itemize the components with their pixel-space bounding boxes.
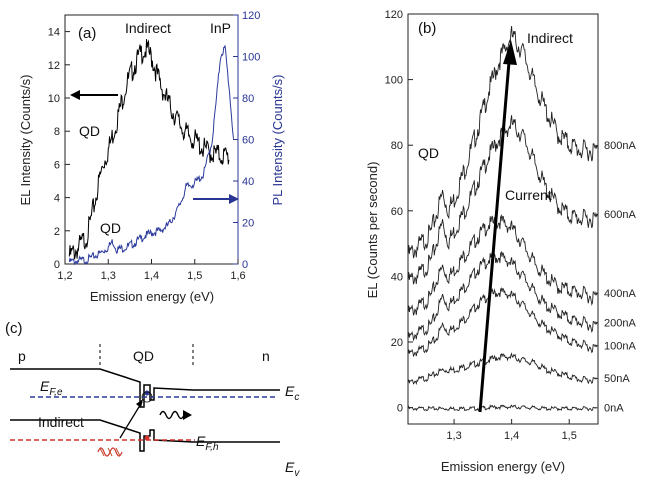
a-y2tick-label: 60 (242, 135, 254, 147)
b-ytick-label: 80 (391, 140, 403, 152)
panel-b-letter: (b) (418, 20, 436, 37)
a-ytick-label: 8 (54, 126, 60, 138)
panel-a-ylabel-left: EL Intensity (Counts/s) (18, 74, 33, 205)
b-ytick-label: 20 (391, 337, 403, 349)
b-ytick-label: 60 (391, 206, 403, 218)
current-arrow (478, 40, 517, 413)
arrow-to-right-axis (193, 194, 239, 204)
efe-label: EF,e (40, 378, 63, 398)
series-line-400nA (407, 213, 598, 316)
panel-b-frame (407, 13, 599, 425)
series-label-0nA: 0nA (604, 403, 624, 415)
a-y2tick-label: 20 (242, 218, 254, 230)
efh-label: EF,h (196, 433, 219, 453)
electron-dot (144, 390, 150, 396)
a-y2tick-label: 100 (242, 52, 260, 64)
panel-b-xlabel: Emission energy (eV) (441, 459, 565, 474)
hole-distribution-hatch (99, 447, 121, 457)
el-spectrum-line (68, 39, 230, 260)
series-label-600nA: 600nA (604, 209, 636, 221)
ev-label: Ev (285, 459, 300, 479)
series-line-100nA (407, 287, 598, 358)
panel-c-letter: (c) (5, 320, 23, 337)
b-xtick-label: 1,5 (562, 430, 577, 442)
a-ytick-label: 6 (54, 159, 60, 171)
b-xtick-label: 1,3 (446, 430, 461, 442)
series-label-800nA: 800nA (604, 140, 636, 152)
a-xtick-label: 1,3 (101, 270, 116, 282)
hole-dot (144, 435, 150, 441)
ec-label: Ec (285, 383, 299, 403)
annotation-qd-pl: QD (100, 220, 121, 236)
b-ytick-label: 100 (385, 75, 403, 87)
indirect-transition-arrow (119, 401, 143, 439)
series-label-400nA: 400nA (604, 288, 636, 300)
panel-a-letter: (a) (78, 25, 96, 42)
a-ytick-label: 4 (54, 193, 60, 205)
series-label-200nA: 200nA (604, 317, 636, 329)
panel-a-ylabel-right: PL Intensity (Counts/s) (270, 74, 285, 205)
region-p-label: p (18, 348, 26, 364)
a-y2tick-label: 40 (242, 176, 254, 188)
annotation-indirect-a: Indirect (125, 20, 171, 36)
photon-wave (159, 410, 185, 420)
annotation-inp: InP (210, 20, 231, 36)
a-ytick-label: 14 (48, 27, 60, 39)
a-y2tick-label: 0 (242, 259, 248, 271)
region-qd-label: QD (133, 348, 154, 364)
region-n-label: n (262, 348, 270, 364)
a-ytick-label: 10 (48, 93, 60, 105)
a-ytick-label: 12 (48, 60, 60, 72)
b-ytick-label: 40 (391, 271, 403, 283)
panel-b-ylabel: EL (Counts per second) (365, 162, 380, 299)
series-label-50nA: 50nA (604, 373, 630, 385)
a-y2tick-label: 120 (242, 10, 260, 22)
conduction-band (10, 368, 280, 408)
indirect-arrowhead (136, 399, 143, 408)
a-xtick-label: 1,4 (144, 270, 159, 282)
annotation-indirect-b: Indirect (527, 30, 573, 46)
a-y2tick-label: 80 (242, 93, 254, 105)
b-ytick-label: 0 (397, 403, 403, 415)
b-ytick-label: 120 (385, 9, 403, 21)
electron-state-ring (141, 391, 153, 403)
panel-a-xlabel: Emission energy (eV) (90, 289, 214, 304)
a-ytick-label: 0 (54, 259, 60, 271)
indirect-transition-label: Indirect (38, 414, 84, 430)
series-line-0nA (407, 404, 598, 412)
panel-c: (c) p QD n Ec Ev EF,e EF,h Indirect (5, 320, 300, 479)
a-xtick-label: 1,5 (187, 270, 202, 282)
a-xtick-label: 1,6 (230, 270, 245, 282)
series-line-200nA (407, 250, 598, 342)
photon-arrowhead (183, 410, 192, 420)
series-line-50nA (407, 352, 598, 386)
annotation-current: Current (505, 187, 552, 203)
a-xtick-label: 1,2 (57, 270, 72, 282)
annotation-qd-el: QD (79, 123, 100, 139)
a-ytick-label: 2 (54, 226, 60, 238)
panel-b: 1,3 1,4 1,5 0 20 40 60 80 100 120 0nA 50nA 100nA 20… (365, 9, 636, 474)
annotation-qd-b: QD (418, 145, 439, 161)
panel-a: 1,2 1,3 1,4 1,5 1,6 0 2 4 6 8 10 12 14 0 20 40 60 80 100… (18, 10, 285, 304)
pl-spectrum-line (68, 45, 234, 266)
series-line-800nA (407, 25, 598, 259)
arrow-to-left-axis (70, 90, 118, 100)
series-label-100nA: 100nA (604, 340, 636, 352)
b-xtick-label: 1,4 (504, 430, 519, 442)
